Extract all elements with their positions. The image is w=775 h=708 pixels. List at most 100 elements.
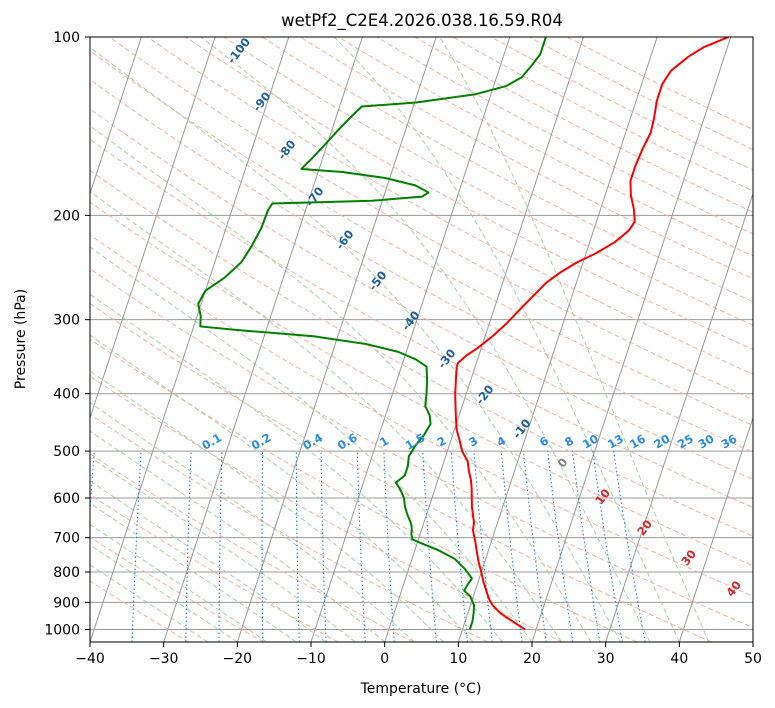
dry-adiabat-label: -70: [303, 184, 327, 209]
dry-adiabat: [90, 302, 712, 642]
moist-adiabat: [90, 402, 415, 642]
moist-adiabat: [333, 37, 680, 642]
dry-adiabat: [90, 536, 264, 642]
dry-adiabat-label: -10: [510, 416, 534, 441]
x-tick-label: −30: [149, 651, 179, 667]
mixing-ratio-label: 30: [696, 431, 717, 451]
dry-adiabat: [90, 201, 753, 567]
moist-adiabat: [90, 246, 533, 642]
x-tick-label: −10: [296, 651, 326, 667]
isotherm-line: [90, 37, 142, 196]
chart-title: wetPf2_C2E4.2026.038.16.59.R04: [281, 11, 563, 31]
plot-area: 0.1 0.2 0.4 0.6 1 1.5 2 3 4 6 8 10 13 16 20 25 30 36-100-…: [0, 37, 753, 642]
x-tick-label: 30: [597, 651, 615, 667]
dry-adiabat: [90, 494, 339, 642]
mixing-ratio-line: [547, 451, 574, 642]
moist-adiabat: [90, 544, 238, 642]
mixing-ratio-line: [422, 451, 437, 642]
isotherm-line: [163, 37, 363, 642]
y-tick-label: 900: [53, 595, 80, 611]
mixing-ratio-line: [592, 451, 623, 642]
dry-adiabat-label: -50: [366, 268, 390, 293]
isotherm-line: [678, 416, 753, 642]
dry-adiabat: [185, 37, 753, 351]
moist-adiabat: [90, 456, 356, 642]
dry-adiabat: [414, 37, 753, 213]
x-tick-label: 10: [449, 651, 467, 667]
dry-adiabat-label: -60: [333, 227, 357, 252]
y-axis-label: Pressure (hPa): [13, 289, 29, 389]
moist-adiabat: [90, 125, 592, 642]
dry-adiabat: [90, 78, 753, 453]
dewpoint-profile: [197, 37, 547, 630]
mixing-ratio-line: [218, 451, 223, 642]
isotherm-line: [90, 37, 290, 642]
dry-adiabat: [261, 37, 753, 303]
dry-adiabat: [223, 37, 753, 326]
axes: −40 −30 −20 −10 0 10 20 30 40 5010020030040050060…: [44, 30, 762, 667]
isotherm-line: [605, 192, 753, 642]
mixing-ratio-label: 1: [377, 433, 391, 449]
moist-adiabat: [90, 564, 209, 642]
dry-adiabat: [147, 37, 753, 375]
mixing-ratio-line: [522, 451, 547, 642]
dry-adiabat: [529, 37, 753, 151]
y-tick-label: 200: [53, 208, 80, 224]
isotherm-line: [752, 640, 753, 642]
x-tick-label: 40: [670, 651, 688, 667]
moist-adiabat: [90, 370, 444, 642]
mixing-ratio-label: 0.4: [300, 430, 325, 452]
y-tick-label: 400: [53, 387, 80, 403]
isotherm-line: [384, 37, 584, 642]
mixing-ratio-label: 2: [435, 433, 449, 449]
y-tick-label: 100: [53, 30, 80, 46]
dry-adiabat: [490, 37, 753, 171]
dry-adiabat: [90, 234, 753, 597]
x-tick-label: −40: [75, 651, 105, 667]
dry-adiabat: [109, 37, 753, 401]
mixing-ratio-label: 25: [675, 431, 696, 451]
dry-adiabat-label: -30: [435, 346, 459, 371]
mixing-ratio-line: [320, 451, 327, 642]
mixing-ratio-line: [90, 451, 95, 519]
dry-adiabat-label: 40: [723, 578, 744, 599]
dry-adiabat: [376, 37, 753, 235]
isotherm-line: [0, 37, 68, 642]
y-tick-label: 500: [53, 444, 80, 460]
mixing-ratio-label: 3: [466, 433, 480, 449]
mixing-ratio-line: [473, 451, 493, 642]
mixing-ratio-label: 8: [562, 433, 576, 449]
dry-adiabat: [90, 453, 414, 642]
mixing-ratio-label: 0.6: [335, 430, 360, 452]
mixing-ratio-label: 0.2: [249, 430, 274, 452]
mixing-ratio-label: 4: [494, 433, 508, 449]
isotherm-line: [531, 37, 732, 642]
x-tick-label: 50: [744, 651, 762, 667]
mixing-ratio-label: 16: [627, 431, 648, 451]
moist-adiabat: [90, 190, 562, 642]
moist-adiabat: [90, 46, 621, 642]
y-tick-label: 700: [53, 531, 80, 547]
isotherm-line: [310, 37, 511, 642]
dry-adiabat: [90, 50, 753, 427]
moist-adiabat: [90, 430, 385, 642]
moist-adiabat: [90, 480, 327, 642]
mixing-ratio-label: 36: [718, 431, 739, 451]
x-axis-label: Temperature (°C): [360, 681, 482, 697]
mixing-ratio-line: [571, 451, 601, 642]
x-tick-label: 20: [523, 651, 541, 667]
y-tick-label: 800: [53, 565, 80, 581]
mixing-ratio-label: 20: [651, 431, 672, 451]
dry-adiabat-label: 30: [678, 547, 699, 568]
moist-adiabat: [90, 523, 268, 642]
y-tick-label: 300: [53, 313, 80, 329]
y-tick-label: 600: [53, 491, 80, 507]
dry-adiabat-label: 0: [555, 455, 571, 470]
dry-adiabat: [90, 268, 753, 629]
mixing-ratio-line: [261, 451, 264, 642]
dry-adiabat-label: -80: [275, 137, 299, 162]
dry-adiabat-label: -20: [473, 382, 497, 407]
moist-adiabat: [90, 334, 474, 642]
moist-adiabat: [200, 37, 651, 642]
